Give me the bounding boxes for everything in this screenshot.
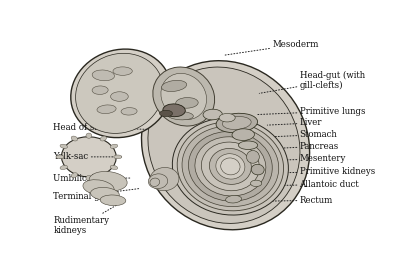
Text: Head-gut (with
gill-clefts): Head-gut (with gill-clefts)	[259, 71, 365, 93]
Ellipse shape	[172, 118, 288, 215]
Ellipse shape	[148, 174, 168, 189]
Ellipse shape	[86, 133, 92, 138]
Ellipse shape	[150, 178, 160, 186]
Text: Primitive kidneys: Primitive kidneys	[280, 167, 375, 176]
Ellipse shape	[113, 67, 132, 75]
Text: Allantoic duct: Allantoic duct	[278, 180, 359, 189]
Ellipse shape	[226, 196, 242, 203]
Text: Umbilical cord: Umbilical cord	[54, 174, 131, 183]
Ellipse shape	[114, 155, 122, 159]
Ellipse shape	[76, 53, 163, 133]
Text: Yolk-sac: Yolk-sac	[54, 152, 123, 161]
Ellipse shape	[110, 165, 118, 170]
Ellipse shape	[160, 110, 173, 117]
Ellipse shape	[188, 131, 272, 201]
Ellipse shape	[153, 67, 215, 126]
Ellipse shape	[168, 111, 193, 120]
Ellipse shape	[61, 137, 116, 177]
Ellipse shape	[210, 148, 251, 184]
Text: Rectum: Rectum	[256, 196, 333, 205]
Ellipse shape	[195, 137, 266, 196]
Text: Mesoderm: Mesoderm	[224, 40, 319, 55]
Ellipse shape	[60, 165, 68, 170]
Ellipse shape	[89, 171, 127, 191]
Ellipse shape	[161, 73, 207, 120]
Ellipse shape	[182, 126, 279, 207]
Text: Terminal gut: Terminal gut	[54, 189, 139, 200]
Text: Primitive lungs: Primitive lungs	[258, 107, 365, 116]
Text: Liver: Liver	[267, 119, 322, 128]
Ellipse shape	[90, 188, 119, 200]
Ellipse shape	[121, 108, 137, 115]
Ellipse shape	[201, 142, 259, 191]
Ellipse shape	[100, 136, 107, 141]
Ellipse shape	[100, 173, 107, 178]
Ellipse shape	[232, 129, 254, 141]
Ellipse shape	[71, 173, 78, 178]
Ellipse shape	[110, 92, 128, 101]
Ellipse shape	[92, 86, 108, 94]
Ellipse shape	[100, 195, 126, 206]
Ellipse shape	[142, 61, 310, 230]
Ellipse shape	[203, 109, 222, 120]
Ellipse shape	[219, 114, 235, 122]
Ellipse shape	[71, 136, 78, 141]
Text: Pancreas: Pancreas	[276, 142, 339, 151]
Ellipse shape	[148, 67, 300, 223]
Ellipse shape	[92, 70, 115, 81]
Text: Stomach: Stomach	[272, 130, 337, 139]
Ellipse shape	[86, 175, 92, 181]
Ellipse shape	[251, 164, 264, 175]
Ellipse shape	[177, 122, 283, 211]
Ellipse shape	[247, 150, 259, 163]
Ellipse shape	[97, 105, 116, 114]
Text: Rudimentary
kidneys: Rudimentary kidneys	[54, 204, 120, 235]
Ellipse shape	[71, 49, 171, 138]
Ellipse shape	[176, 98, 198, 108]
Ellipse shape	[222, 117, 251, 130]
Ellipse shape	[221, 158, 240, 175]
Ellipse shape	[251, 180, 262, 186]
Ellipse shape	[83, 180, 114, 196]
Ellipse shape	[60, 144, 68, 148]
Ellipse shape	[150, 167, 179, 191]
Text: Mesentery: Mesentery	[278, 155, 346, 164]
Ellipse shape	[56, 155, 64, 159]
Text: Head of skull: Head of skull	[54, 123, 147, 132]
Ellipse shape	[110, 144, 118, 148]
Ellipse shape	[161, 80, 187, 92]
Ellipse shape	[216, 113, 258, 133]
Ellipse shape	[216, 154, 245, 179]
Ellipse shape	[163, 104, 186, 117]
Ellipse shape	[238, 141, 258, 150]
